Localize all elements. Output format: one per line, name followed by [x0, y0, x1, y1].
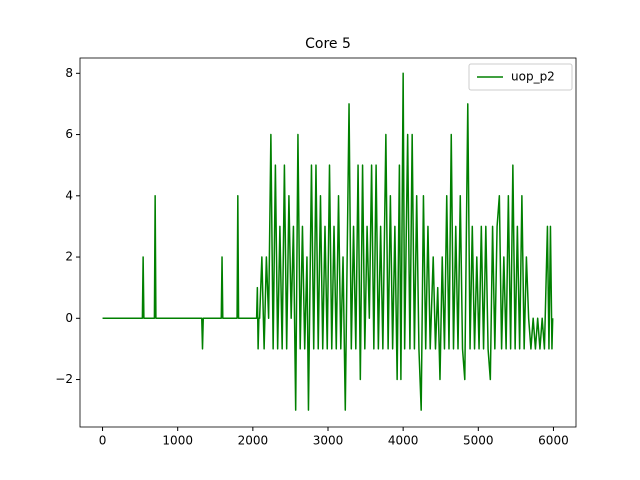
y-tick-label: −2 — [55, 372, 73, 386]
x-tick-label: 5000 — [463, 434, 494, 448]
x-tick-label: 4000 — [388, 434, 419, 448]
chart-title: Core 5 — [305, 36, 351, 52]
y-tick-label: 6 — [65, 127, 73, 141]
legend-label: uop_p2 — [511, 70, 555, 84]
y-tick-label: 2 — [65, 250, 73, 264]
x-tick-label: 1000 — [162, 434, 193, 448]
axes-frame — [79, 57, 577, 428]
legend-box — [468, 63, 573, 91]
line-series — [102, 72, 554, 411]
y-tick-label: 8 — [65, 66, 73, 80]
y-tick-label: 0 — [65, 311, 73, 325]
y-tick-label: 4 — [65, 188, 73, 202]
x-tick-label: 0 — [99, 434, 107, 448]
x-tick-label: 2000 — [238, 434, 269, 448]
x-tick-label: 3000 — [313, 434, 344, 448]
x-tick-label: 6000 — [538, 434, 569, 448]
